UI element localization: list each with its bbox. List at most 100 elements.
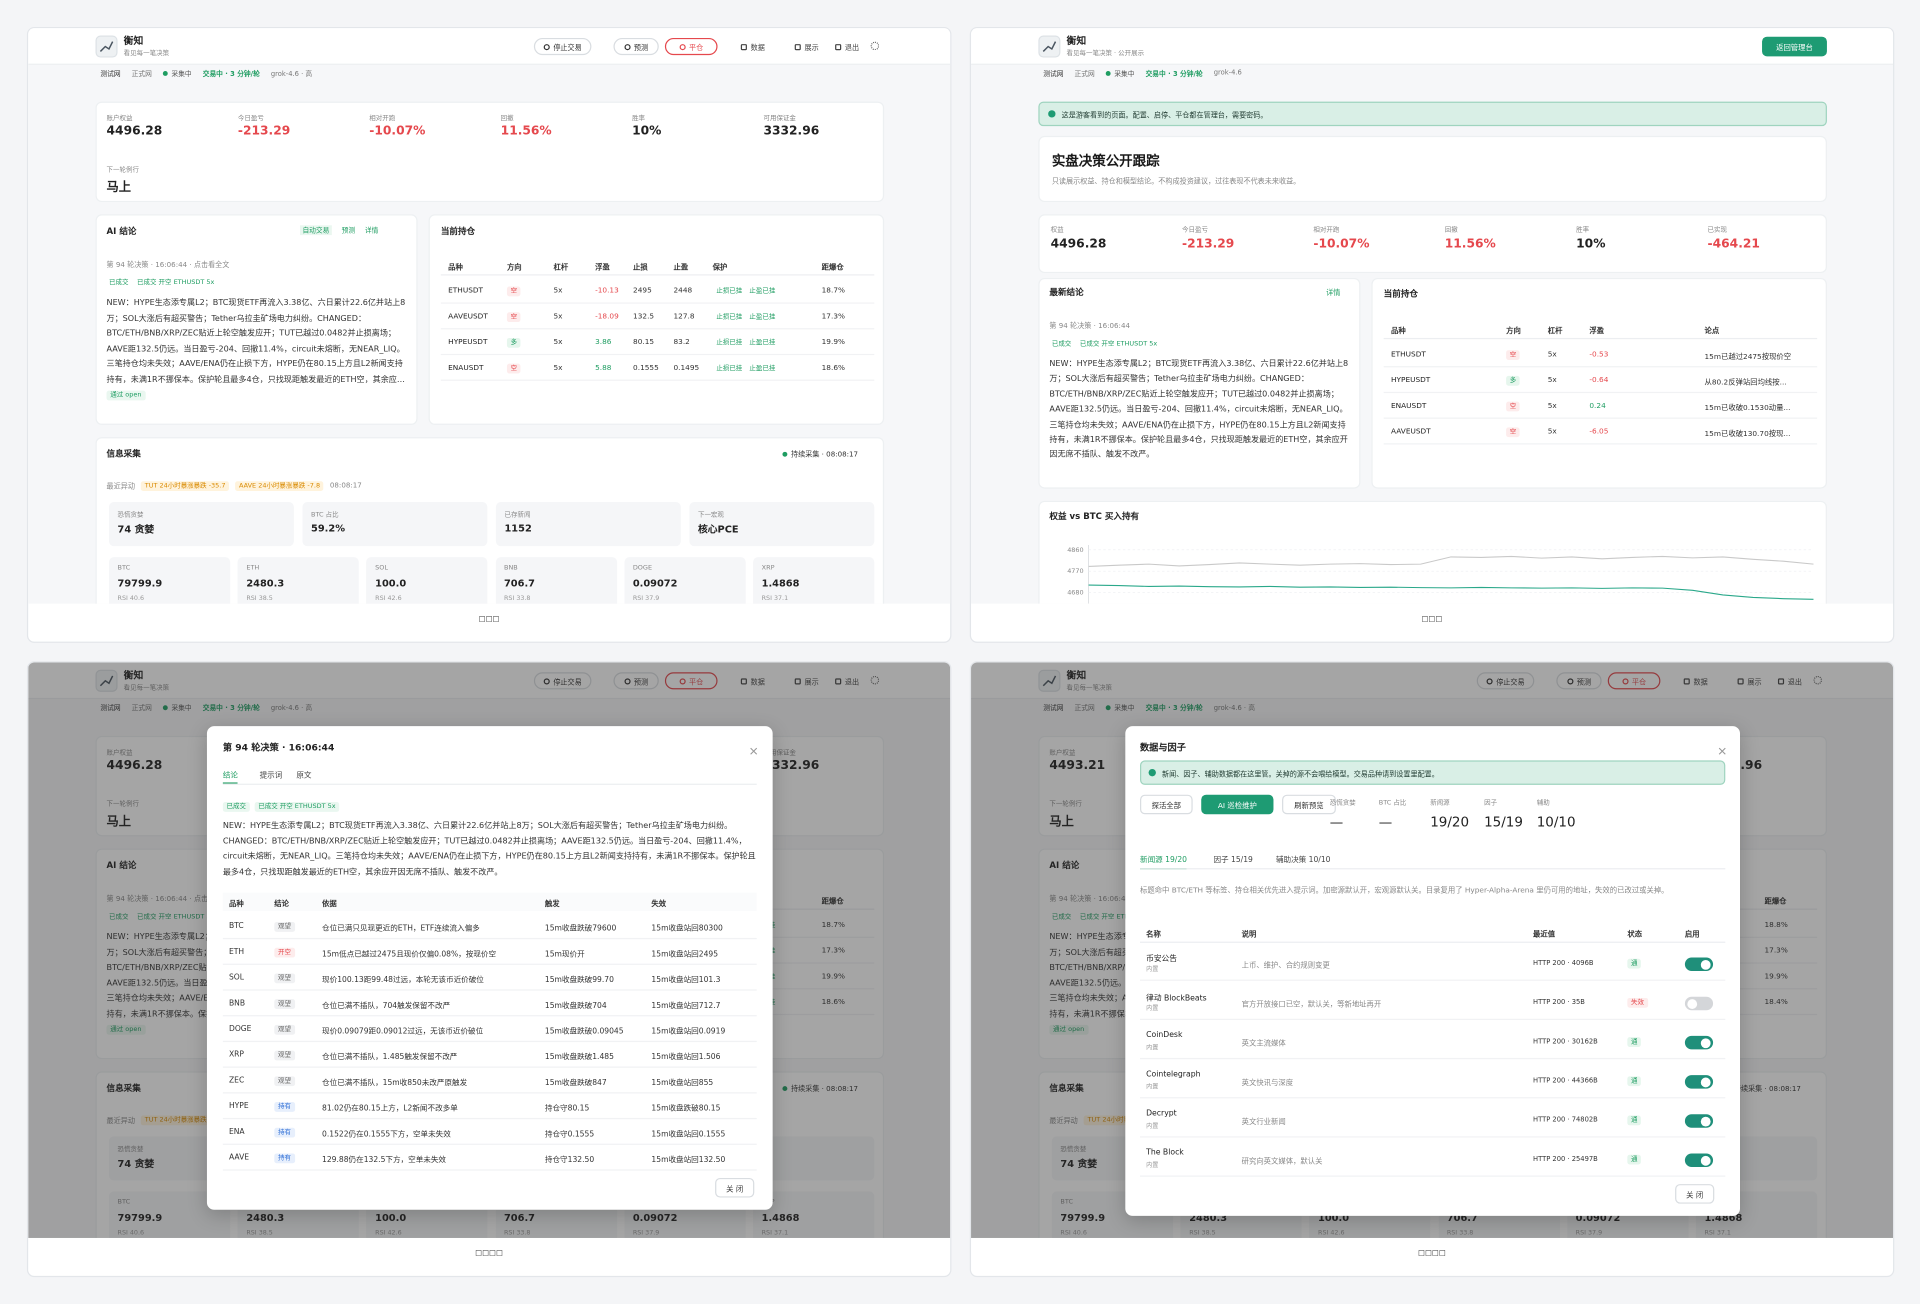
cell-trigger: 15m收盘跌破1.485 (544, 1053, 614, 1062)
decision-meta[interactable]: 第 94 轮决策 · 16:06:44 · 点击看全文 (1049, 896, 1173, 904)
metric-label: 因子 (1484, 799, 1498, 807)
modal-tab[interactable]: 提示词 (259, 771, 283, 781)
nav-button[interactable]: 平仓 (664, 37, 718, 56)
nav-button[interactable]: 展示 (794, 672, 819, 689)
close-cross (1718, 747, 1726, 755)
settings-icon[interactable] (870, 675, 880, 685)
settings-icon[interactable] (1813, 675, 1823, 685)
column-header: 品种 (448, 263, 463, 272)
net-tab[interactable]: 测试网 (1043, 705, 1064, 713)
modal-tab[interactable]: 新闻源 19/20 (1140, 853, 1187, 870)
stat-label: 可用保证金 (763, 115, 796, 123)
toggle-knob (1700, 1037, 1711, 1048)
nav-button[interactable]: 展示 (794, 38, 819, 55)
net-tab[interactable]: 正式网 (1074, 705, 1095, 713)
card-link[interactable]: 自动交易 (300, 225, 332, 236)
protection-tag: 止盈已挂 (749, 313, 776, 321)
row-rule (222, 937, 757, 940)
close-icon[interactable] (1718, 737, 1727, 755)
stat-value: 10% (632, 124, 662, 139)
coin-tile: DOGE 0.09072 RSI 37.9 (624, 557, 746, 604)
card-link[interactable]: 预测 (341, 227, 356, 236)
enable-toggle[interactable] (1684, 1035, 1714, 1050)
column-header: 止损 (633, 263, 648, 272)
metric-value: 15/19 (1484, 814, 1523, 831)
nav-button[interactable]: 预测 (1556, 672, 1602, 690)
net-tab[interactable]: 测试网 (1043, 71, 1064, 79)
enable-toggle[interactable] (1684, 1075, 1714, 1089)
net-tab[interactable]: 测试网 (100, 705, 121, 713)
cell-basis: 129.88仍在132.5下方，空单未失效 (322, 1155, 447, 1165)
card-link[interactable]: 详情 (364, 227, 379, 236)
net-tab[interactable]: 正式网 (1074, 71, 1095, 79)
y-tick-label: 4770 (1067, 567, 1083, 575)
nav-label: 平仓 (1631, 678, 1647, 687)
enable-toggle[interactable] (1684, 1114, 1714, 1128)
nav-button[interactable]: 数据 (740, 672, 765, 689)
back-button[interactable]: 返回管理台 (1762, 36, 1827, 57)
thesis: 15m已收破0.1530动量... (1704, 404, 1791, 413)
net-tab[interactable]: 正式网 (131, 705, 152, 713)
enable-toggle[interactable] (1684, 957, 1714, 972)
nav-icon (1683, 677, 1690, 684)
action-button[interactable]: 刷新预览 (1282, 794, 1336, 815)
action-button[interactable]: 探活全部 (1140, 794, 1193, 815)
modal-tab[interactable]: 辅助决策 10/10 (1275, 855, 1331, 865)
nav-button[interactable]: 平仓 (1607, 672, 1661, 690)
status-dot (1105, 71, 1111, 76)
row-rule (222, 1092, 757, 1094)
net-tab[interactable]: 正式网 (131, 71, 152, 79)
status-tag: 通 (1627, 1076, 1642, 1087)
close-icon[interactable] (749, 737, 758, 755)
unrealized-pnl: -6.05 (1589, 427, 1609, 436)
nav-button[interactable]: 退出 (835, 672, 859, 689)
info-value: 1152 (504, 522, 532, 534)
close-button[interactable]: 关 闭 (1675, 1184, 1715, 1204)
action-button[interactable]: AI 巡检维护 (1201, 794, 1274, 815)
nav-button[interactable]: 数据 (740, 38, 765, 55)
coin-price: 706.7 (1446, 1212, 1478, 1224)
coin-rsi: RSI 38.5 (1189, 1229, 1216, 1237)
cell-symbol: BNB (228, 999, 246, 1008)
modal-tab[interactable]: 结论 (222, 769, 239, 784)
enable-toggle[interactable] (1684, 996, 1714, 1011)
nav-icon (624, 43, 631, 50)
card-link[interactable]: 详情 (1326, 290, 1341, 298)
source-desc: 研究向英文媒体，默认关 (1241, 1157, 1323, 1166)
nav-button[interactable]: 展示 (1737, 672, 1762, 689)
nav-label: 展示 (1747, 678, 1762, 687)
modal-tab[interactable]: 因子 15/19 (1213, 855, 1253, 865)
decision-tags: 已成交 已成交 开空 ETHUSDT 5x (107, 912, 217, 922)
coin-tile: BTC 79799.9 RSI 40.6 (108, 557, 231, 604)
nav-icon (794, 43, 801, 50)
coin-price: 0.09072 (632, 1212, 678, 1224)
decision-tag: 已成交 (1051, 913, 1072, 921)
nav-button[interactable]: 停止交易 (533, 37, 592, 56)
nav-button[interactable]: 数据 (1683, 672, 1708, 689)
decision-meta[interactable]: 第 94 轮决策 · 16:06:44 · 点击看全文 (106, 896, 230, 904)
settings-icon[interactable] (870, 41, 880, 51)
enable-toggle[interactable] (1684, 1153, 1714, 1167)
nav-button[interactable]: 退出 (835, 38, 859, 55)
nav-button[interactable]: 预测 (613, 37, 659, 56)
row-rule (1140, 1175, 1726, 1177)
latest-card: 最新结论 详情第 94 轮决策 · 16:06:44 已成交 已成交 开空 ETHUS… (1038, 277, 1361, 489)
net-tab[interactable]: 测试网 (100, 71, 121, 79)
nav-button[interactable]: 停止交易 (533, 672, 592, 690)
coin-price: 100.0 (375, 1212, 407, 1224)
coin-price: 100.0 (375, 577, 407, 589)
nav-button[interactable]: 预测 (613, 672, 659, 690)
decision-meta[interactable]: 第 94 轮决策 · 16:06:44 · 点击看全文 (106, 262, 230, 270)
cell-invalid: 15m收盘站回132.50 (651, 1155, 726, 1165)
collecting-text: 采集中 (1114, 71, 1135, 79)
info-tile: 已存新闻 1152 (495, 502, 681, 547)
nav-button[interactable]: 平仓 (664, 672, 718, 690)
take-profit: 83.2 (673, 337, 690, 347)
close-button[interactable]: 关 闭 (715, 1177, 755, 1198)
modal-tab[interactable]: 原文 (296, 771, 312, 781)
brand-name: 衡知 (123, 669, 144, 681)
symbol: ENAUSDT (1391, 401, 1427, 411)
nav-button[interactable]: 停止交易 (1476, 672, 1535, 690)
coin-rsi: RSI 40.6 (1060, 1229, 1087, 1237)
nav-button[interactable]: 退出 (1777, 672, 1802, 689)
